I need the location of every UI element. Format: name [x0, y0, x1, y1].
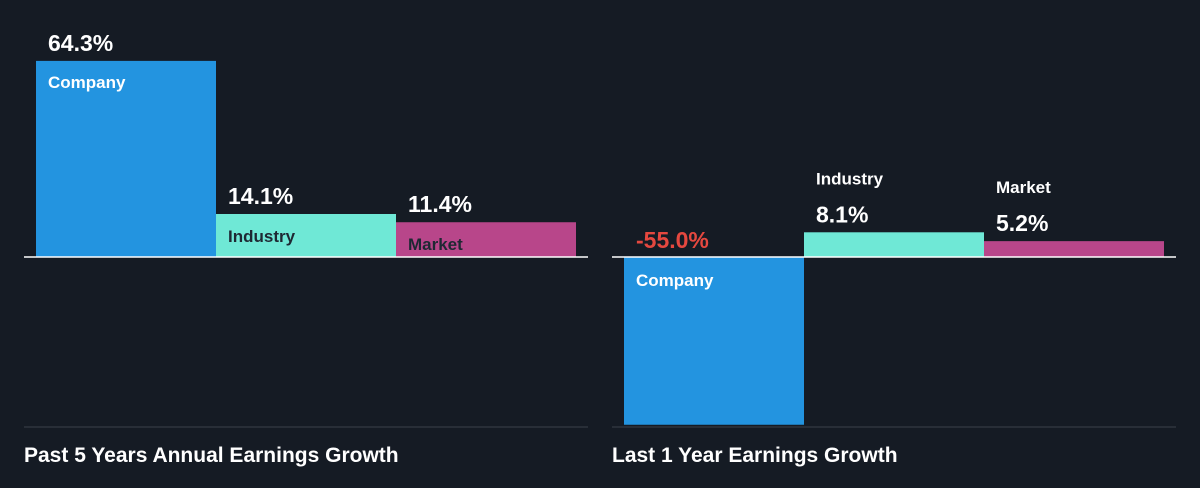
panel-2-category-market: Market: [996, 178, 1051, 197]
panel-2-bar-company: [624, 257, 804, 425]
panel-1-category-company: Company: [48, 73, 126, 92]
panel-1-category-industry: Industry: [228, 227, 296, 246]
panel-2-title: Last 1 Year Earnings Growth: [612, 444, 898, 467]
panel-2-bar-market: [984, 241, 1164, 257]
panel-1-bar-industry: [216, 213, 396, 257]
panel-1-value-industry: 14.1%: [228, 183, 293, 209]
panel-2-value-market: 5.2%: [996, 210, 1048, 236]
panel-2-bar-industry: [804, 232, 984, 257]
panel-1-bar-market: [396, 222, 576, 257]
panel-2-value-company: -55.0%: [636, 227, 709, 253]
panel-1-title: Past 5 Years Annual Earnings Growth: [24, 444, 399, 467]
panel-2-category-company: Company: [636, 271, 714, 290]
panel-2-value-industry: 8.1%: [816, 201, 868, 227]
panel-1-value-market: 11.4%: [408, 191, 472, 217]
panel-1-category-market: Market: [408, 235, 463, 254]
panel-1-value-company: 64.3%: [48, 30, 113, 56]
panel-1-bar-company: [36, 60, 216, 258]
panel-2-category-industry: Industry: [816, 169, 884, 188]
